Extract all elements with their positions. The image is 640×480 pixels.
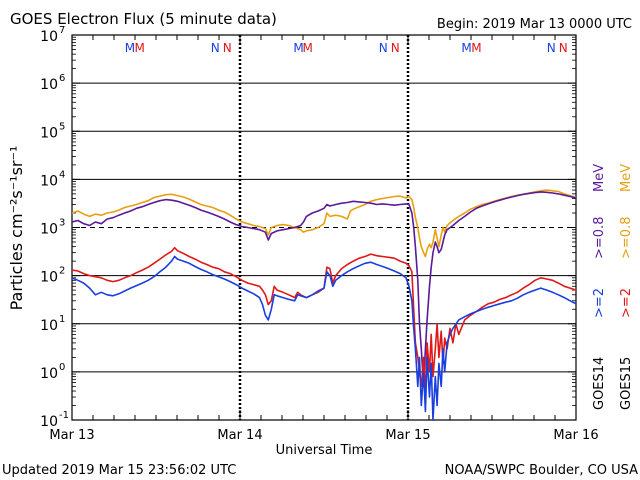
x-axis-ticks: Mar 13 Mar 14 Mar 15 Mar 16 <box>49 35 599 443</box>
y-tick-exponent: 0 <box>59 362 65 373</box>
series-goes14-0-8-mev <box>72 191 576 388</box>
credit: NOAA/SWPC Boulder, CO USA <box>445 463 638 478</box>
mn-markers: M M N N MM N N M M N N <box>125 41 568 55</box>
x-tick-label: Mar 16 <box>553 428 598 443</box>
x-tick-label: Mar 14 <box>217 428 262 443</box>
marker-n-goes15: N <box>391 41 400 55</box>
y-tick-label: 10 <box>40 125 58 141</box>
day-boundaries <box>238 35 410 420</box>
series-goes15-2-mev <box>72 246 576 398</box>
grid-lines <box>72 82 576 373</box>
marker-m-goes14: M <box>125 41 135 55</box>
legend-goes15: GOES15 <box>619 357 634 410</box>
marker-n-goes14: N <box>211 41 220 55</box>
y-tick-label: 10 <box>40 366 58 382</box>
y-tick-exponent: -1 <box>59 410 69 421</box>
y-tick-label: 10 <box>40 222 58 238</box>
legend-goes14: GOES14 <box>592 357 607 410</box>
legend-goes15-08mev: >=0.8 <box>619 217 634 259</box>
series-goes14-2-mev <box>72 255 576 420</box>
y-tick-exponent: 7 <box>59 25 65 36</box>
y-tick-exponent: 2 <box>59 266 65 277</box>
legend-goes14-unit: MeV <box>592 164 607 192</box>
y-tick-label: 10 <box>40 318 58 334</box>
updated-time: Updated 2019 Mar 15 23:56:02 UTC <box>2 463 236 478</box>
y-tick-exponent: 1 <box>59 314 65 325</box>
legend: GOES14 >=2 >=0.8 MeV GOES15 >=2 >=0.8 MeV <box>592 164 634 410</box>
y-tick-label: 10 <box>40 29 58 45</box>
x-tick-label: Mar 15 <box>385 428 430 443</box>
y-tick-exponent: 3 <box>59 218 65 229</box>
marker-m-goes15: M <box>471 41 481 55</box>
marker-n-goes15: N <box>223 41 232 55</box>
y-tick-exponent: 4 <box>59 169 65 180</box>
marker-m-goes15: M <box>135 41 145 55</box>
y-tick-label: 10 <box>40 173 58 189</box>
marker-m-goes15: M <box>303 41 313 55</box>
y-axis-label: Particles cm⁻²s⁻¹sr⁻¹ <box>7 146 26 311</box>
marker-n-goes14: N <box>379 41 388 55</box>
x-axis-label: Universal Time <box>276 443 373 458</box>
marker-n-goes14: N <box>547 41 556 55</box>
y-tick-exponent: 5 <box>59 121 65 132</box>
chart-title: GOES Electron Flux (5 minute data) <box>10 10 277 28</box>
y-tick-label: 10 <box>40 414 58 430</box>
marker-n-goes15: N <box>559 41 568 55</box>
marker-m-goes14: M <box>293 41 303 55</box>
y-tick-exponent: 6 <box>59 73 65 84</box>
y-tick-label: 10 <box>40 270 58 286</box>
legend-goes15-2mev: >=2 <box>619 288 634 318</box>
begin-time: Begin: 2019 Mar 13 0000 UTC <box>437 17 632 32</box>
series-lines <box>72 189 576 420</box>
legend-goes14-2mev: >=2 <box>592 288 607 318</box>
legend-goes15-unit: MeV <box>619 164 634 192</box>
x-tick-label: Mar 13 <box>49 428 94 443</box>
legend-goes14-08mev: >=0.8 <box>592 217 607 259</box>
y-tick-label: 10 <box>40 77 58 93</box>
marker-m-goes14: M <box>461 41 471 55</box>
series-goes15-0-8-mev <box>72 189 576 258</box>
